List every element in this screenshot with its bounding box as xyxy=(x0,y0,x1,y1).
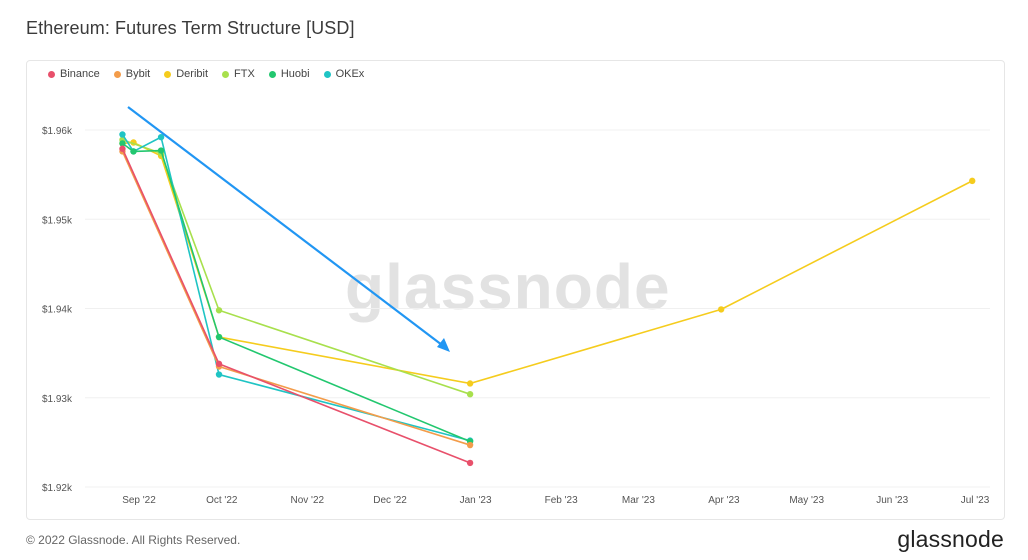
data-point-huobi xyxy=(157,147,165,154)
legend-label: Bybit xyxy=(125,68,151,80)
y-tick-label: $1.92k xyxy=(42,483,73,494)
y-tick-label: $1.93k xyxy=(42,394,73,405)
series-line-deribit xyxy=(122,141,973,385)
y-tick-label: $1.95k xyxy=(42,215,73,226)
copyright-text: © 2022 Glassnode. All Rights Reserved. xyxy=(26,533,241,547)
legend-item-deribit[interactable]: Deribit xyxy=(164,68,208,80)
legend-dot-icon xyxy=(323,70,331,78)
x-tick-label: Mar '23 xyxy=(622,495,655,506)
x-tick-label: Jun '23 xyxy=(876,495,908,506)
data-point-deribit xyxy=(717,306,725,313)
y-tick-label: $1.96k xyxy=(42,126,73,137)
data-point-okex xyxy=(157,133,165,141)
x-tick-label: Jan '23 xyxy=(460,495,492,506)
legend-item-bybit[interactable]: Bybit xyxy=(113,68,151,80)
watermark: glassnode xyxy=(345,251,671,323)
data-point-ftx xyxy=(466,390,474,398)
legend-label: OKEx xyxy=(335,68,365,80)
annotation-arrow xyxy=(127,106,443,346)
x-tick-label: Feb '23 xyxy=(545,495,578,506)
legend-item-huobi[interactable]: Huobi xyxy=(268,68,310,80)
data-point-binance xyxy=(215,360,223,368)
legend-item-ftx[interactable]: FTX xyxy=(222,68,255,80)
x-tick-label: Jul '23 xyxy=(961,495,990,506)
data-point-huobi xyxy=(215,333,223,341)
legend-label: FTX xyxy=(234,68,255,80)
data-point-ftx xyxy=(215,307,223,314)
x-tick-label: May '23 xyxy=(789,495,824,506)
x-tick-label: Oct '22 xyxy=(206,495,238,506)
data-point-binance xyxy=(119,145,126,152)
page-title: Ethereum: Futures Term Structure [USD] xyxy=(26,18,355,38)
x-tick-label: Apr '23 xyxy=(708,495,740,506)
annotation-arrow-head xyxy=(437,338,450,352)
data-point-huobi xyxy=(130,148,137,155)
x-tick-label: Sep '22 xyxy=(122,495,156,506)
data-point-deribit xyxy=(466,380,474,387)
data-point-okex xyxy=(215,371,223,378)
data-point-bybit xyxy=(466,441,474,449)
chart-container xyxy=(26,60,1005,520)
data-point-deribit xyxy=(969,177,976,185)
data-point-binance xyxy=(466,459,474,467)
legend-label: Huobi xyxy=(280,68,310,80)
legend-dot-icon xyxy=(222,70,230,78)
legend-dot-icon xyxy=(113,70,121,78)
y-tick-label: $1.94k xyxy=(42,305,73,316)
legend-item-binance[interactable]: Binance xyxy=(48,68,100,80)
legend-item-okex[interactable]: OKEx xyxy=(323,68,365,80)
legend-dot-icon xyxy=(164,70,172,78)
x-tick-label: Nov '22 xyxy=(291,495,325,506)
x-tick-label: Dec '22 xyxy=(373,495,407,506)
legend: Binance Bybit Deribit FTX Huobi OKEx xyxy=(48,68,364,80)
data-point-okex xyxy=(119,131,126,138)
glassnode-logo: glassnode xyxy=(897,526,1004,552)
legend-dot-icon xyxy=(268,70,276,78)
legend-label: Deribit xyxy=(176,68,209,80)
data-point-huobi xyxy=(119,140,126,147)
legend-label: Binance xyxy=(60,68,100,80)
legend-dot-icon xyxy=(48,70,55,78)
